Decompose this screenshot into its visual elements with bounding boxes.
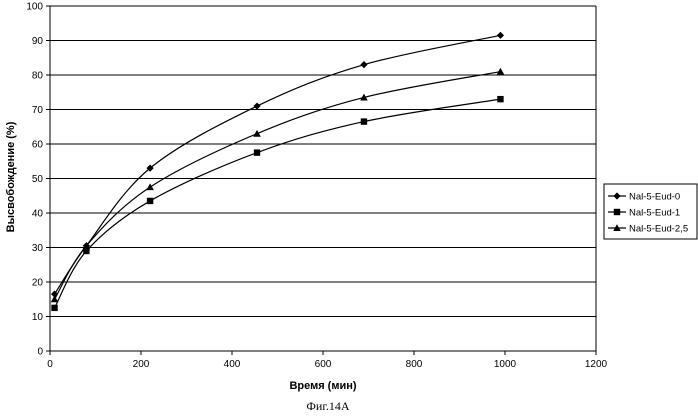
y-tick-label-100: 100 <box>26 2 43 13</box>
series-1-point-6 <box>497 32 504 39</box>
series-3-point-3 <box>146 183 154 190</box>
series-line-2 <box>55 99 501 308</box>
y-tick-label-70: 70 <box>32 105 44 116</box>
series-lines <box>55 35 501 308</box>
series-markers <box>51 32 505 311</box>
y-axis-title: Высвобождение (%) <box>5 121 17 232</box>
y-tick-label-30: 30 <box>32 243 44 254</box>
x-tick-label-800: 800 <box>406 359 423 370</box>
legend-label-1: Nal-5-Eud-0 <box>629 192 680 203</box>
x-tick-label-400: 400 <box>224 359 241 370</box>
series-2-point-4 <box>254 149 260 155</box>
legend-label-2: Nal-5-Eud-1 <box>629 208 680 219</box>
series-3-point-6 <box>497 68 505 75</box>
series-2-point-5 <box>361 118 367 124</box>
y-tick-label-40: 40 <box>32 209 44 220</box>
series-2-point-1 <box>51 305 57 311</box>
y-tick-label-60: 60 <box>32 140 44 151</box>
series-line-3 <box>55 72 501 300</box>
y-tick-label-10: 10 <box>32 312 44 323</box>
legend-marker-2 <box>614 209 620 215</box>
gridlines <box>50 6 596 317</box>
x-tick-label-1000: 1000 <box>494 359 517 370</box>
series-3-point-4 <box>253 130 261 137</box>
y-tick-label-90: 90 <box>32 36 44 47</box>
y-tick-label-80: 80 <box>32 71 44 82</box>
y-tick-label-20: 20 <box>32 278 44 289</box>
series-1-point-4 <box>253 102 260 109</box>
axes <box>46 6 596 355</box>
series-2-point-3 <box>147 198 153 204</box>
series-line-1 <box>55 35 501 294</box>
x-tick-labels: 0 200 400 600 800 1000 1200 <box>47 359 607 370</box>
x-tick-label-0: 0 <box>47 359 53 370</box>
y-tick-label-0: 0 <box>37 347 43 358</box>
figure-caption: Фиг.14А <box>306 399 349 413</box>
legend-label-3: Nal-5-Eud-2,5 <box>629 224 688 235</box>
series-1-point-5 <box>360 61 367 68</box>
x-tick-label-1200: 1200 <box>585 359 608 370</box>
y-tick-labels: 0 10 20 30 40 50 60 70 80 90 100 <box>26 2 43 358</box>
series-3-point-1 <box>51 295 59 302</box>
legend: Nal-5-Eud-0 Nal-5-Eud-1 Nal-5-Eud-2,5 <box>604 184 697 239</box>
x-tick-label-200: 200 <box>133 359 150 370</box>
series-2-point-6 <box>497 96 503 102</box>
y-tick-label-50: 50 <box>32 174 44 185</box>
x-tick-label-600: 600 <box>315 359 332 370</box>
x-axis-title: Время (мин) <box>289 380 356 392</box>
